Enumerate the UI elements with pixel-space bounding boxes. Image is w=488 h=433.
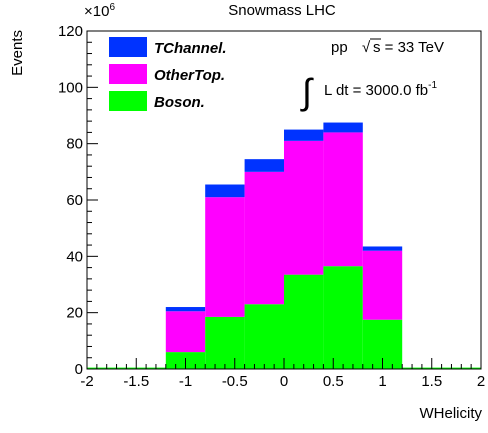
bar-boson-bin-6 bbox=[323, 266, 363, 369]
bar-tchannel-bin-5 bbox=[284, 129, 324, 141]
x-ticks: -2 -1.5 -1 -0.5 0 0.5 1 1.5 2 bbox=[80, 358, 485, 390]
bar-othertop-bin-7 bbox=[362, 250, 403, 320]
legend-swatch bbox=[109, 91, 147, 111]
legend-label: OtherTop. bbox=[154, 67, 225, 84]
legend-label: Boson. bbox=[154, 94, 205, 111]
bar-othertop-bin-6 bbox=[323, 132, 363, 267]
x-tick-label: 2 bbox=[477, 373, 485, 390]
bar-tchannel-bin-2 bbox=[165, 307, 206, 312]
legend: TChannel. OtherTop. Boson. bbox=[109, 37, 227, 111]
bar-tchannel-bin-6 bbox=[323, 122, 363, 133]
x-tick-label: -1.5 bbox=[123, 373, 149, 390]
y-multiplier: ×106 bbox=[84, 2, 115, 20]
x-tick-label: -1 bbox=[179, 373, 192, 390]
bar-tchannel-bin-7 bbox=[362, 246, 403, 251]
x-axis-label: WHelicity bbox=[420, 405, 483, 422]
legend-swatch bbox=[109, 64, 147, 84]
x-tick-label: 0.5 bbox=[323, 373, 344, 390]
bars-layer bbox=[87, 122, 481, 369]
x-tick-label: 1 bbox=[378, 373, 386, 390]
y-tick-label: 40 bbox=[66, 248, 83, 265]
y-tick-label: 80 bbox=[66, 136, 83, 153]
x-tick-label: 1.5 bbox=[421, 373, 442, 390]
x-tick-label: -2 bbox=[80, 373, 93, 390]
bar-othertop-bin-2 bbox=[165, 311, 206, 353]
y-axis-label: Events bbox=[9, 30, 26, 76]
bar-tchannel-bin-3 bbox=[205, 184, 245, 198]
sqrt-symbol: √ bbox=[362, 39, 371, 56]
annotation-energy-value: s = 33 TeV bbox=[373, 39, 444, 56]
annotation-lumi: ∫ L dt = 3000.0 fb-1 bbox=[300, 71, 437, 112]
annotation-process: pp bbox=[331, 39, 348, 56]
bar-tchannel-bin-4 bbox=[244, 159, 284, 172]
x-tick-label: -0.5 bbox=[222, 373, 248, 390]
bar-boson-bin-3 bbox=[205, 316, 245, 369]
y-tick-label: 0 bbox=[75, 361, 83, 378]
integral-symbol: ∫ bbox=[300, 71, 314, 112]
bar-othertop-bin-4 bbox=[244, 171, 284, 305]
x-tick-label: 0 bbox=[280, 373, 288, 390]
y-tick-label: 120 bbox=[58, 23, 83, 40]
annotation-energy: pp √ s = 33 TeV bbox=[331, 38, 444, 56]
y-ticks: 0 20 40 60 80 100 120 bbox=[58, 23, 98, 378]
annotation-lumi-value: L dt = 3000.0 fb-1 bbox=[324, 80, 437, 99]
bar-boson-bin-5 bbox=[284, 274, 324, 369]
y-tick-label: 60 bbox=[66, 192, 83, 209]
bar-othertop-bin-5 bbox=[284, 140, 324, 275]
bar-othertop-bin-3 bbox=[205, 197, 245, 317]
y-tick-label: 20 bbox=[66, 305, 83, 322]
bar-boson-bin-4 bbox=[244, 304, 284, 369]
legend-label: TChannel. bbox=[154, 40, 227, 57]
plot-frame bbox=[86, 30, 482, 370]
y-tick-label: 100 bbox=[58, 79, 83, 96]
legend-swatch bbox=[109, 37, 147, 57]
chart-title: Snowmass LHC bbox=[228, 2, 336, 19]
